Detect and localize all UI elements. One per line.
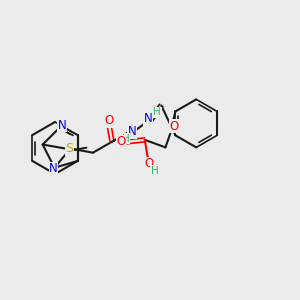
Text: N: N xyxy=(58,119,66,132)
Text: N: N xyxy=(49,162,58,175)
Text: S: S xyxy=(65,142,73,155)
Text: H: H xyxy=(151,166,159,176)
Text: O: O xyxy=(116,135,125,148)
Text: N: N xyxy=(144,112,153,125)
Text: O: O xyxy=(144,158,153,170)
Text: O: O xyxy=(104,115,113,128)
Text: H: H xyxy=(153,107,161,117)
Text: H: H xyxy=(122,134,130,144)
Text: O: O xyxy=(170,120,179,133)
Text: N: N xyxy=(128,125,136,138)
